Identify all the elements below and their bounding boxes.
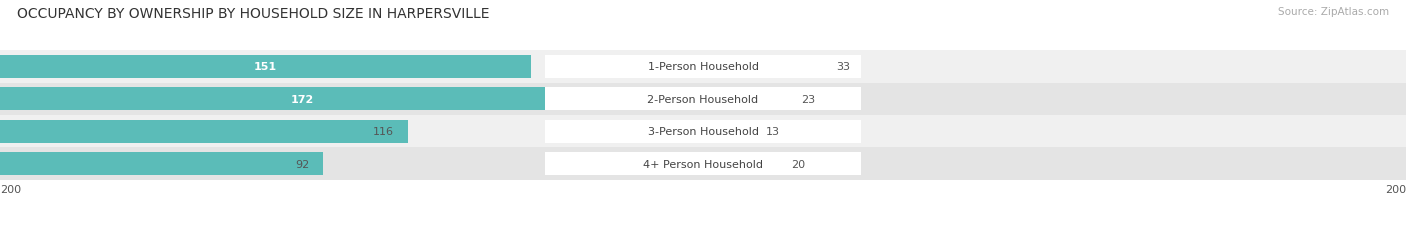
Bar bbox=[703, 120, 749, 143]
Bar bbox=[0, 152, 323, 176]
Text: 151: 151 bbox=[254, 62, 277, 72]
Text: 172: 172 bbox=[291, 94, 314, 104]
Bar bbox=[0, 88, 605, 111]
Text: 2-Person Household: 2-Person Household bbox=[647, 94, 759, 104]
Bar bbox=[0, 148, 1406, 180]
Text: 20: 20 bbox=[790, 159, 806, 169]
Bar bbox=[546, 88, 860, 111]
Bar bbox=[546, 120, 860, 143]
Bar bbox=[546, 152, 860, 176]
Bar bbox=[546, 55, 860, 79]
Bar bbox=[703, 55, 818, 79]
Text: 200: 200 bbox=[0, 184, 21, 194]
Text: Source: ZipAtlas.com: Source: ZipAtlas.com bbox=[1278, 7, 1389, 17]
Bar bbox=[703, 152, 773, 176]
Bar bbox=[0, 83, 1406, 116]
Bar bbox=[0, 120, 408, 143]
Bar bbox=[0, 116, 1406, 148]
Text: 13: 13 bbox=[766, 127, 780, 137]
Bar bbox=[0, 51, 1406, 83]
Text: 23: 23 bbox=[801, 94, 815, 104]
Text: 4+ Person Household: 4+ Person Household bbox=[643, 159, 763, 169]
Text: 92: 92 bbox=[295, 159, 309, 169]
Text: OCCUPANCY BY OWNERSHIP BY HOUSEHOLD SIZE IN HARPERSVILLE: OCCUPANCY BY OWNERSHIP BY HOUSEHOLD SIZE… bbox=[17, 7, 489, 21]
Bar bbox=[703, 88, 785, 111]
Bar bbox=[0, 55, 531, 79]
Text: 1-Person Household: 1-Person Household bbox=[648, 62, 758, 72]
Text: 33: 33 bbox=[837, 62, 851, 72]
Text: 116: 116 bbox=[373, 127, 394, 137]
Text: 3-Person Household: 3-Person Household bbox=[648, 127, 758, 137]
Text: 200: 200 bbox=[1385, 184, 1406, 194]
